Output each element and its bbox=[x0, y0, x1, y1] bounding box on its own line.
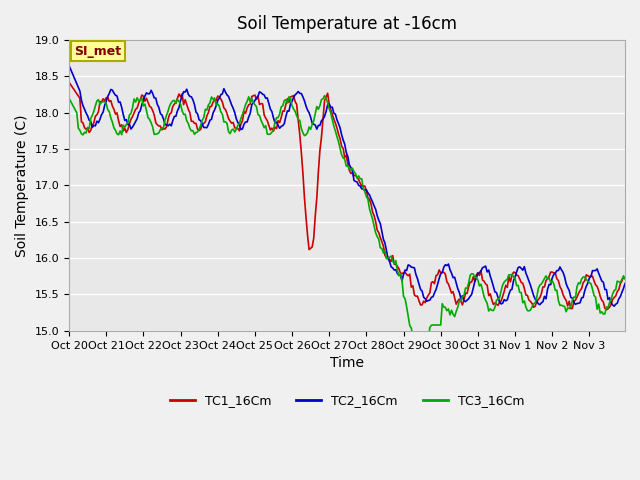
TC1_16Cm bbox=[590, 278, 598, 284]
TC1_16Cm bbox=[231, 125, 239, 131]
TC2_16Cm bbox=[231, 110, 239, 116]
TC3_16Cm bbox=[231, 129, 239, 135]
TC3_16Cm bbox=[250, 99, 257, 105]
TC3_16Cm bbox=[593, 306, 601, 312]
Y-axis label: Soil Temperature (C): Soil Temperature (C) bbox=[15, 114, 29, 257]
TC2_16Cm bbox=[590, 268, 598, 274]
TC3_16Cm bbox=[415, 354, 423, 360]
TC2_16Cm bbox=[621, 281, 629, 287]
TC3_16Cm bbox=[321, 93, 328, 98]
TC2_16Cm bbox=[133, 116, 141, 121]
TC3_16Cm bbox=[308, 121, 316, 127]
TC1_16Cm bbox=[133, 105, 141, 111]
Text: SI_met: SI_met bbox=[75, 45, 122, 58]
X-axis label: Time: Time bbox=[330, 356, 364, 370]
TC1_16Cm bbox=[621, 275, 629, 281]
TC3_16Cm bbox=[133, 95, 141, 101]
TC3_16Cm bbox=[65, 96, 73, 101]
TC2_16Cm bbox=[259, 91, 266, 97]
TC1_16Cm bbox=[250, 93, 257, 98]
TC1_16Cm bbox=[259, 101, 266, 107]
TC2_16Cm bbox=[250, 100, 257, 106]
TC1_16Cm bbox=[65, 79, 73, 85]
TC3_16Cm bbox=[621, 276, 629, 282]
TC1_16Cm bbox=[603, 307, 611, 312]
Legend: TC1_16Cm, TC2_16Cm, TC3_16Cm: TC1_16Cm, TC2_16Cm, TC3_16Cm bbox=[164, 389, 529, 412]
Line: TC3_16Cm: TC3_16Cm bbox=[69, 96, 625, 357]
TC3_16Cm bbox=[259, 121, 266, 127]
Line: TC2_16Cm: TC2_16Cm bbox=[69, 66, 625, 306]
TC2_16Cm bbox=[308, 120, 316, 126]
Line: TC1_16Cm: TC1_16Cm bbox=[69, 82, 625, 310]
Title: Soil Temperature at -16cm: Soil Temperature at -16cm bbox=[237, 15, 457, 33]
TC2_16Cm bbox=[65, 63, 73, 69]
TC2_16Cm bbox=[611, 303, 618, 309]
TC1_16Cm bbox=[308, 244, 316, 250]
